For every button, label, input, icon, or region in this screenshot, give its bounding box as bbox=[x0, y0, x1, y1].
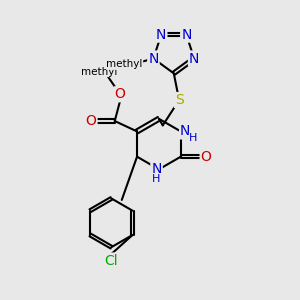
Text: H: H bbox=[152, 174, 161, 184]
Text: N: N bbox=[156, 28, 166, 42]
Text: N: N bbox=[152, 162, 162, 176]
Text: N: N bbox=[181, 28, 191, 42]
Text: H: H bbox=[189, 133, 197, 143]
Text: O: O bbox=[115, 87, 125, 101]
Text: Cl: Cl bbox=[104, 254, 118, 268]
Text: O: O bbox=[201, 150, 212, 164]
Text: N: N bbox=[180, 124, 190, 138]
Text: N: N bbox=[148, 52, 159, 65]
Text: O: O bbox=[85, 114, 96, 128]
Text: N: N bbox=[189, 52, 199, 65]
Text: methyl: methyl bbox=[81, 67, 118, 77]
Text: methyl: methyl bbox=[106, 59, 143, 70]
Text: S: S bbox=[175, 93, 184, 107]
